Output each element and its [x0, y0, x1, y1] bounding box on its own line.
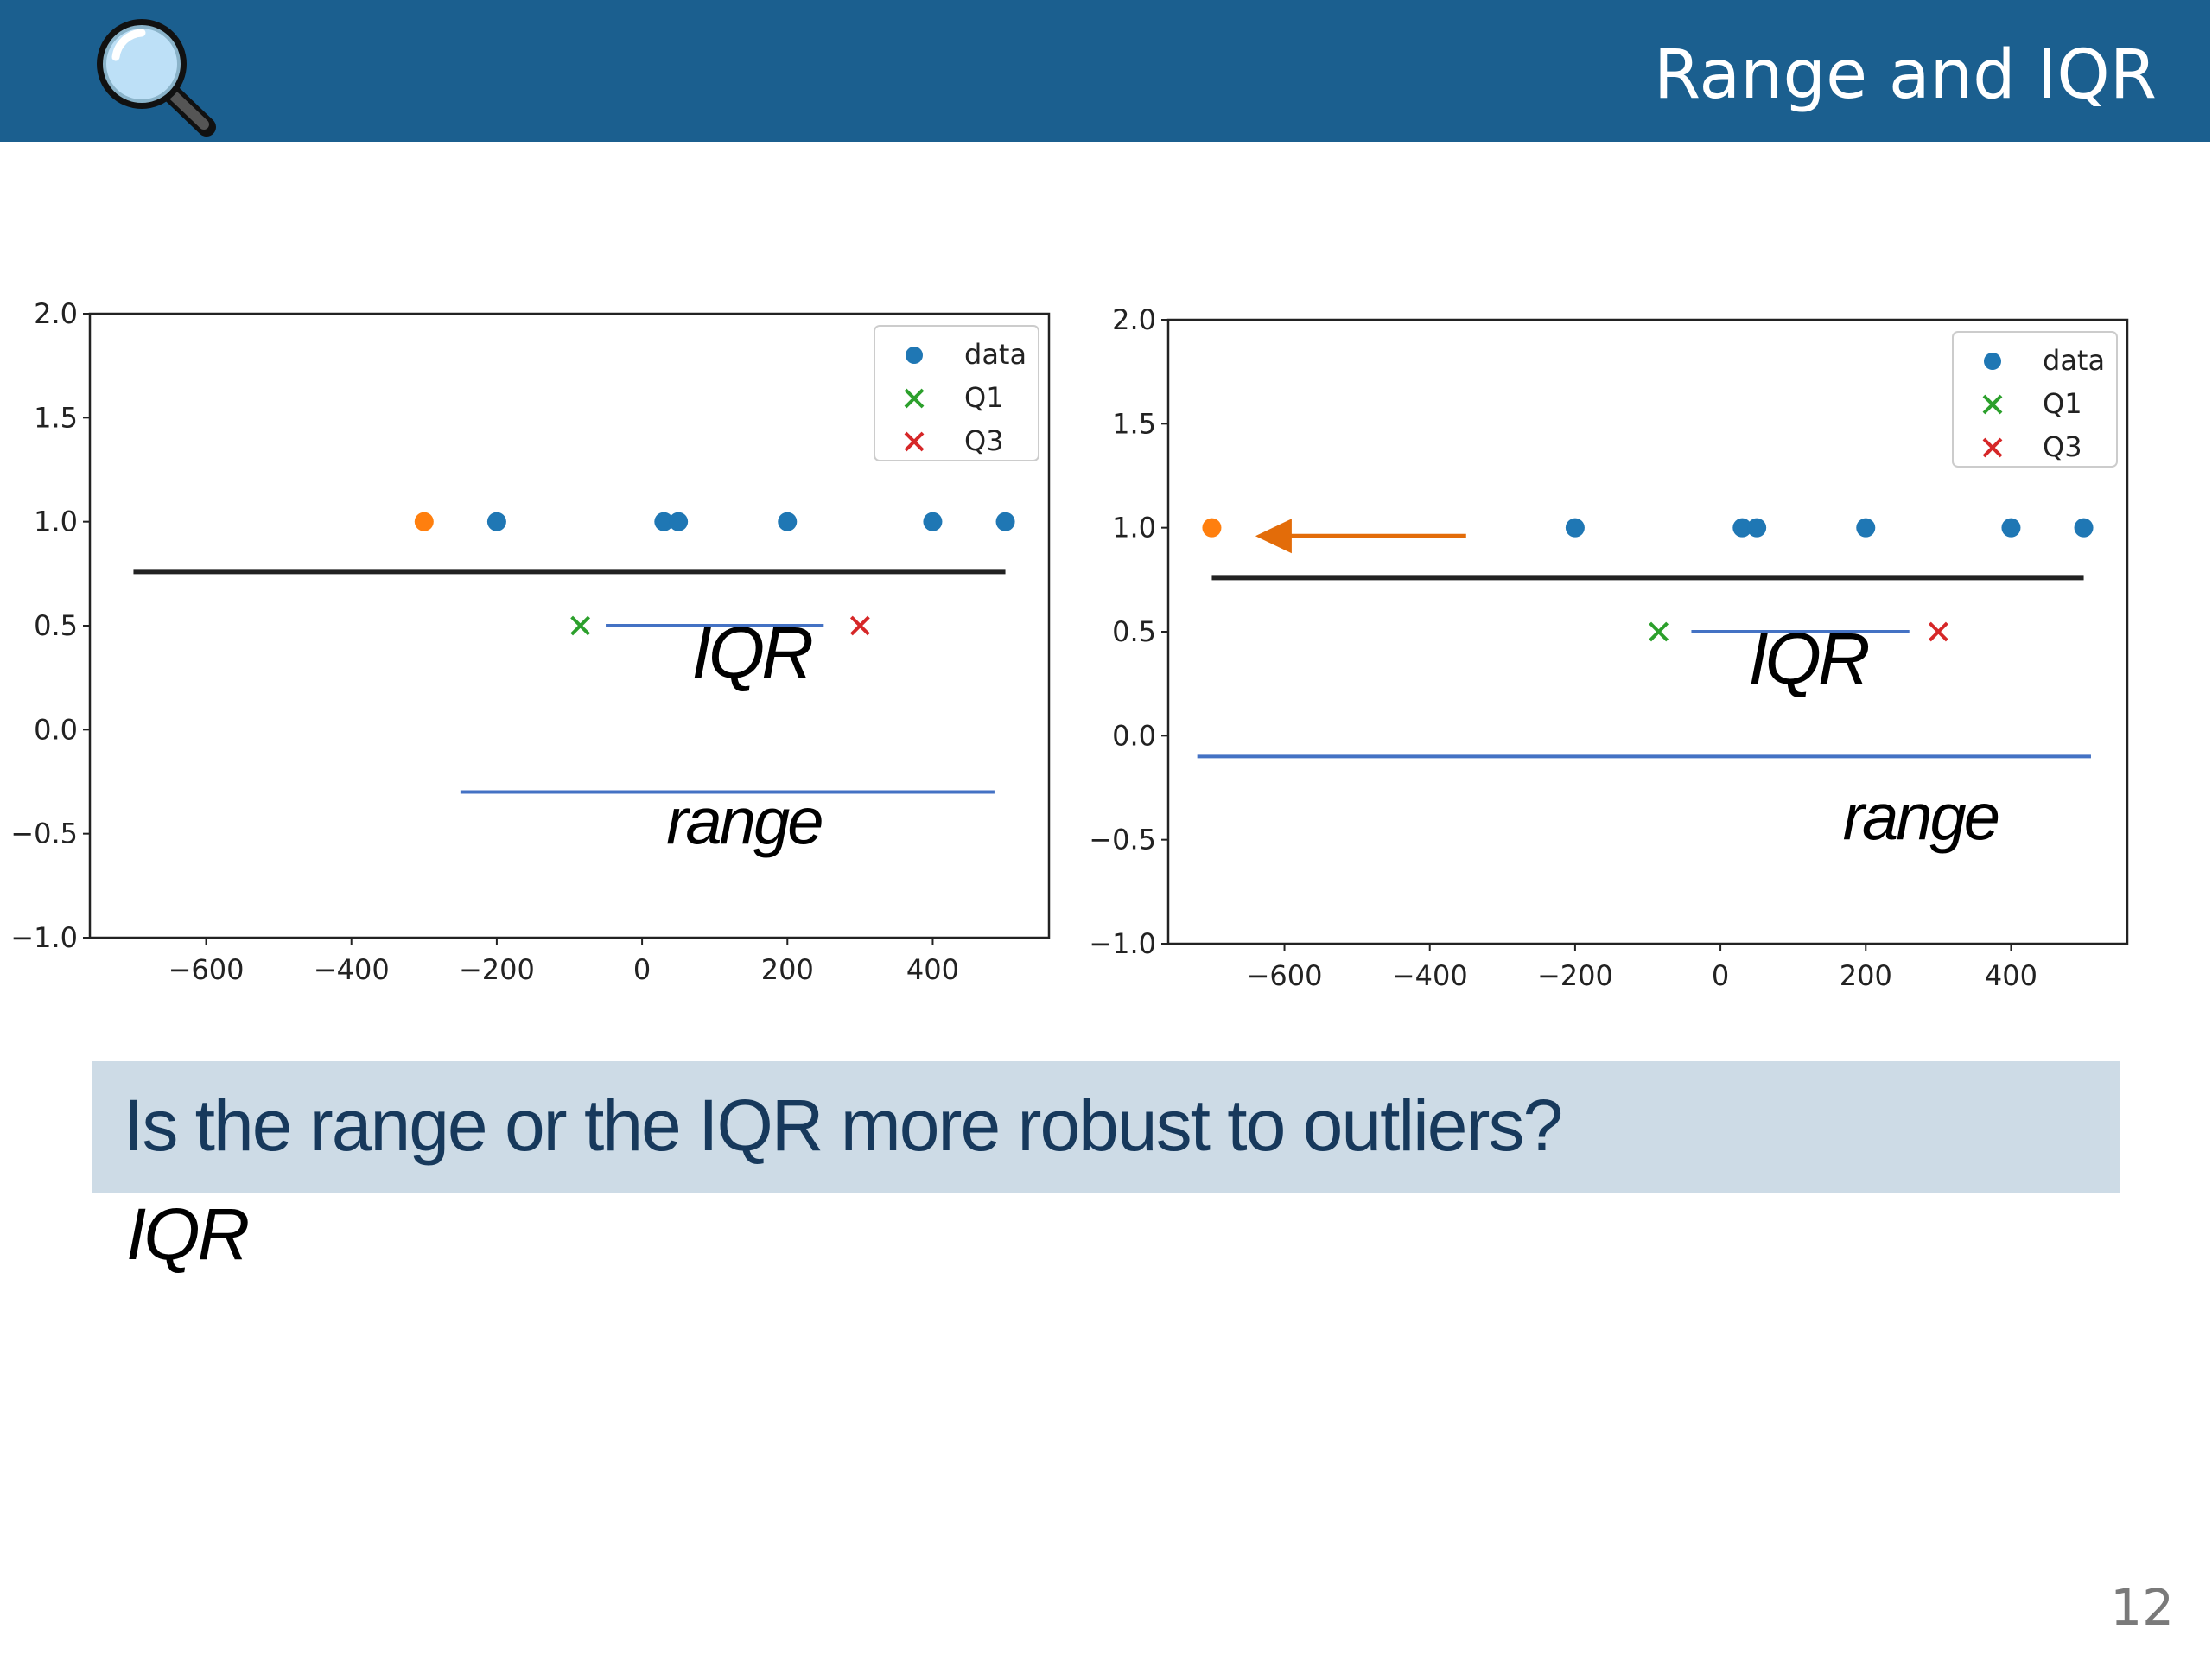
data-point — [1747, 518, 1767, 538]
x-tick-label: −400 — [314, 953, 390, 986]
range-label: range — [1843, 781, 1999, 855]
legend-label: Q1 — [2043, 387, 2082, 420]
question-text: Is the range or the IQR more robust to o… — [124, 1085, 1563, 1166]
data-point — [654, 512, 674, 531]
x-tick-label: −400 — [1392, 959, 1468, 992]
legend-q3-marker — [1982, 437, 2003, 458]
y-tick-label: −1.0 — [1089, 927, 1156, 960]
data-point — [2074, 518, 2094, 538]
legend-label: Q3 — [964, 424, 1004, 457]
x-tick-label: 200 — [761, 953, 814, 986]
legend-q1-marker-stroke — [904, 388, 925, 409]
outlier-point — [1202, 518, 1222, 538]
q1-marker — [1649, 621, 1669, 642]
data-point — [2001, 518, 2021, 538]
slide-header: Range and IQR — [0, 0, 2210, 142]
legend-q3-marker-stroke — [1982, 437, 2003, 458]
x-tick-label: −600 — [168, 953, 245, 986]
x-tick-label: 0 — [1712, 959, 1729, 992]
y-tick-label: 1.0 — [34, 506, 78, 538]
legend-label: Q3 — [2043, 430, 2082, 463]
chart-left-svg: 2.0 1.5 1.0 0.5 0.0 −0.5 −1.0 −600 −400 −200 0 200 4… — [10, 297, 1051, 986]
data-point — [1565, 518, 1585, 538]
y-tick-label: 0.5 — [34, 609, 78, 642]
data-point — [923, 512, 943, 531]
y-tick-label: 0.5 — [1112, 615, 1156, 648]
q3-marker — [849, 615, 870, 636]
y-tick-label: 1.5 — [34, 401, 78, 434]
x-tick-label: 400 — [1985, 959, 2037, 992]
arrow-head — [1255, 519, 1292, 554]
y-tick-label: 2.0 — [34, 297, 78, 330]
legend-label: Q1 — [964, 381, 1004, 414]
chart-right: 2.0 1.5 1.0 0.5 0.0 −0.5 −1.0 −600 −400 −200 0 200 4… — [1078, 294, 2150, 1002]
chart-right-svg: 2.0 1.5 1.0 0.5 0.0 −0.5 −1.0 −600 −400 −200 0 200 4… — [1089, 303, 2129, 992]
legend-q1-marker — [904, 388, 925, 409]
x-tick-label: 0 — [633, 953, 651, 986]
data-point — [995, 512, 1015, 531]
y-tick-label: 1.5 — [1112, 407, 1156, 440]
data-point — [669, 512, 689, 531]
y-tick-label: −0.5 — [10, 818, 78, 850]
q3-marker-stroke — [1928, 621, 1948, 642]
data-point — [778, 512, 798, 531]
answer-text: IQR — [126, 1193, 250, 1275]
question-box: Is the range or the IQR more robust to o… — [92, 1061, 2120, 1193]
data-point — [486, 512, 506, 531]
y-tick-label: 0.0 — [34, 713, 78, 746]
y-tick-label: −0.5 — [1089, 824, 1156, 856]
legend-q3-marker — [904, 431, 925, 452]
x-tick-label: 400 — [906, 953, 959, 986]
chart-left: 2.0 1.5 1.0 0.5 0.0 −0.5 −1.0 −600 −400 −200 0 200 4… — [0, 294, 1071, 1002]
magnifying-glass-icon — [90, 12, 219, 142]
outlier-point — [414, 512, 434, 531]
data-point — [1732, 518, 1752, 538]
page-number: 12 — [2110, 1578, 2174, 1637]
y-tick-label: 1.0 — [1112, 512, 1156, 544]
y-tick-label: 2.0 — [1112, 303, 1156, 336]
x-tick-label: 200 — [1840, 959, 1892, 992]
legend-label: data — [2043, 344, 2105, 377]
slide-title: Range and IQR — [1653, 36, 2157, 114]
x-tick-label: −200 — [1537, 959, 1613, 992]
range-label: range — [666, 786, 822, 859]
legend-label: data — [964, 338, 1027, 371]
legend-q1-marker-stroke — [1982, 394, 2003, 415]
x-tick-label: −200 — [459, 953, 535, 986]
q3-marker — [1928, 621, 1948, 642]
y-tick-label: 0.0 — [1112, 719, 1156, 752]
y-tick-label: −1.0 — [10, 921, 78, 954]
iqr-label: IQR — [1748, 618, 1869, 699]
q1-marker-stroke — [570, 615, 591, 636]
data-point — [1856, 518, 1876, 538]
iqr-label: IQR — [692, 612, 813, 693]
x-tick-label: −600 — [1247, 959, 1323, 992]
q3-marker-stroke — [849, 615, 870, 636]
legend-q3-marker-stroke — [904, 431, 925, 452]
legend-data-marker — [906, 347, 923, 364]
legend-data-marker — [1984, 353, 2001, 370]
q1-marker — [570, 615, 591, 636]
legend-q1-marker — [1982, 394, 2003, 415]
q1-marker-stroke — [1649, 621, 1669, 642]
